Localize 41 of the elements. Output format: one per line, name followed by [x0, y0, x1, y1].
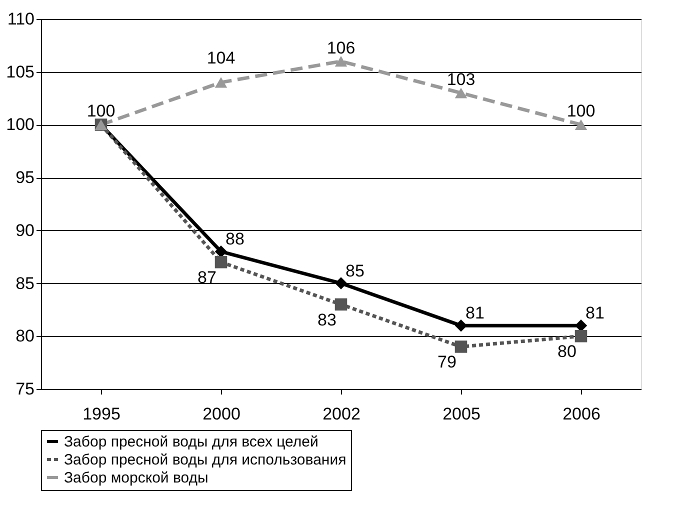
legend-label: Забор пресной воды для использования — [64, 452, 346, 468]
x-tick-label: 2002 — [322, 404, 360, 424]
data-label: 80 — [558, 342, 576, 362]
point — [214, 256, 228, 268]
data-label: 100 — [566, 102, 596, 121]
data-label: 106 — [326, 38, 356, 58]
y-tick-label: 110 — [7, 10, 34, 28]
point — [334, 56, 348, 67]
point — [454, 340, 468, 353]
point — [214, 77, 228, 88]
y-tick-label: 95 — [16, 168, 34, 188]
y-tick-label: 100 — [6, 115, 34, 134]
data-label: 85 — [346, 261, 364, 280]
data-label: 88 — [226, 230, 244, 249]
point — [454, 88, 468, 98]
point — [334, 277, 348, 290]
data-label: 81 — [586, 304, 604, 323]
x-tick-label: 2006 — [562, 404, 600, 424]
y-tick-label: 75 — [16, 380, 34, 398]
point — [574, 119, 588, 130]
legend-label: Забор морской воды — [64, 470, 208, 486]
x-tick-label: 2005 — [442, 404, 480, 424]
data-label: 83 — [318, 310, 336, 330]
data-label: 104 — [206, 48, 236, 68]
point — [574, 330, 588, 342]
y-tick-label: 85 — [16, 274, 34, 293]
x-tick-label: 1995 — [82, 404, 120, 424]
point — [574, 319, 588, 332]
point — [454, 319, 468, 332]
data-label: 81 — [466, 304, 484, 323]
x-tick-label: 2000 — [202, 404, 240, 424]
data-label: 87 — [198, 268, 216, 288]
legend-label: Забор пресной воды для всех целей — [64, 434, 318, 450]
y-tick-label: 80 — [16, 326, 34, 346]
point — [214, 245, 228, 258]
y-tick-label: 105 — [6, 62, 34, 82]
y-tick-label: 90 — [16, 220, 34, 240]
point — [334, 298, 348, 311]
data-label: 100 — [86, 102, 116, 121]
data-label: 103 — [446, 70, 476, 89]
data-label: 79 — [438, 352, 456, 372]
